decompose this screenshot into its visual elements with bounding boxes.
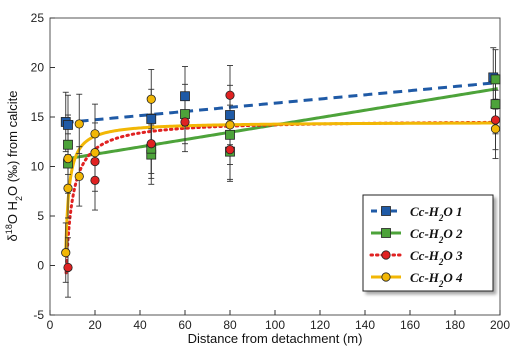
legend-marker: [381, 272, 391, 282]
data-point: [90, 148, 100, 158]
legend-label-part: 2: [438, 257, 444, 267]
data-point: [146, 94, 156, 104]
legend-label: Cc-H2O 3: [410, 248, 463, 267]
data-point: [225, 145, 235, 155]
data-point: [63, 153, 73, 164]
fit-lines: [64, 81, 500, 275]
data-point: [61, 248, 71, 258]
legend-label-part: O 3: [443, 248, 463, 263]
y-tick-label: -5: [33, 308, 44, 322]
legend-label-part: Cc-H: [410, 248, 440, 263]
legend-label-part: 2: [438, 235, 444, 245]
data-point: [490, 115, 501, 125]
data-point: [180, 109, 190, 119]
data-point: [74, 171, 84, 181]
x-tick-label: 200: [490, 318, 510, 332]
x-tick-label: 120: [310, 318, 330, 332]
x-tick-label: 60: [178, 318, 192, 332]
data-markers: [60, 72, 501, 273]
x-tick-label: 160: [400, 318, 420, 332]
x-tick-label: 20: [88, 318, 102, 332]
legend-label-part: O 1: [443, 204, 462, 219]
x-tick-label: 40: [133, 318, 147, 332]
legend-label-part: Cc-H: [410, 270, 440, 285]
y-tick-label: 15: [31, 110, 45, 124]
legend-marker: [381, 206, 391, 216]
x-tick-label: 0: [47, 318, 54, 332]
x-tick-label: 140: [355, 318, 375, 332]
y-axis-title: δ18O H2O (‰) from calcite: [4, 91, 24, 242]
data-point: [63, 262, 73, 273]
data-point: [63, 120, 73, 130]
data-point: [146, 139, 156, 149]
y-tick-label: 5: [37, 209, 44, 223]
data-point: [63, 139, 73, 150]
data-point: [63, 183, 73, 193]
data-point: [180, 91, 190, 102]
legend-marker: [381, 250, 391, 260]
legend-label-part: O 2: [443, 226, 463, 241]
data-point: [225, 110, 235, 120]
legend-label-part: Cc-H: [410, 204, 440, 219]
data-point: [490, 124, 501, 134]
x-axis: 0 20 40 60 80 100 120 140 160 180 200: [47, 310, 510, 332]
legend-marker: [381, 228, 391, 238]
legend: Cc-H2O 1Cc-H2O 2Cc-H2O 3Cc-H2O 4: [362, 194, 494, 292]
fit-line: [64, 120, 500, 275]
data-point: [225, 129, 235, 140]
data-point: [90, 175, 100, 185]
data-point: [90, 156, 100, 167]
legend-label: Cc-H2O 4: [410, 270, 463, 289]
legend-label: Cc-H2O 2: [410, 226, 463, 245]
legend-label-part: O 4: [443, 270, 463, 285]
data-point: [90, 129, 100, 139]
y-tick-label: 0: [37, 259, 44, 273]
y-tick-label: 20: [31, 61, 45, 75]
y-axis: -5 0 5 10 15 20 25: [31, 11, 55, 322]
y-tick-label: 10: [31, 160, 45, 174]
data-point: [225, 90, 235, 100]
data-point: [146, 114, 157, 124]
x-tick-label: 100: [265, 318, 285, 332]
legend-label: Cc-H2O 1: [410, 204, 463, 223]
legend-label-part: 2: [438, 279, 444, 289]
fit-line: [64, 81, 498, 125]
data-point: [74, 119, 84, 129]
legend-label-part: 2: [438, 213, 444, 223]
data-point: [490, 99, 501, 110]
x-axis-title: Distance from detachment (m): [188, 331, 363, 346]
x-tick-label: 80: [223, 318, 237, 332]
data-point: [180, 117, 190, 127]
fit-line: [64, 121, 498, 257]
data-point: [225, 120, 235, 130]
legend-label-part: Cc-H: [410, 226, 440, 241]
y-tick-label: 25: [31, 11, 45, 25]
x-tick-label: 180: [445, 318, 465, 332]
data-point: [490, 74, 501, 85]
